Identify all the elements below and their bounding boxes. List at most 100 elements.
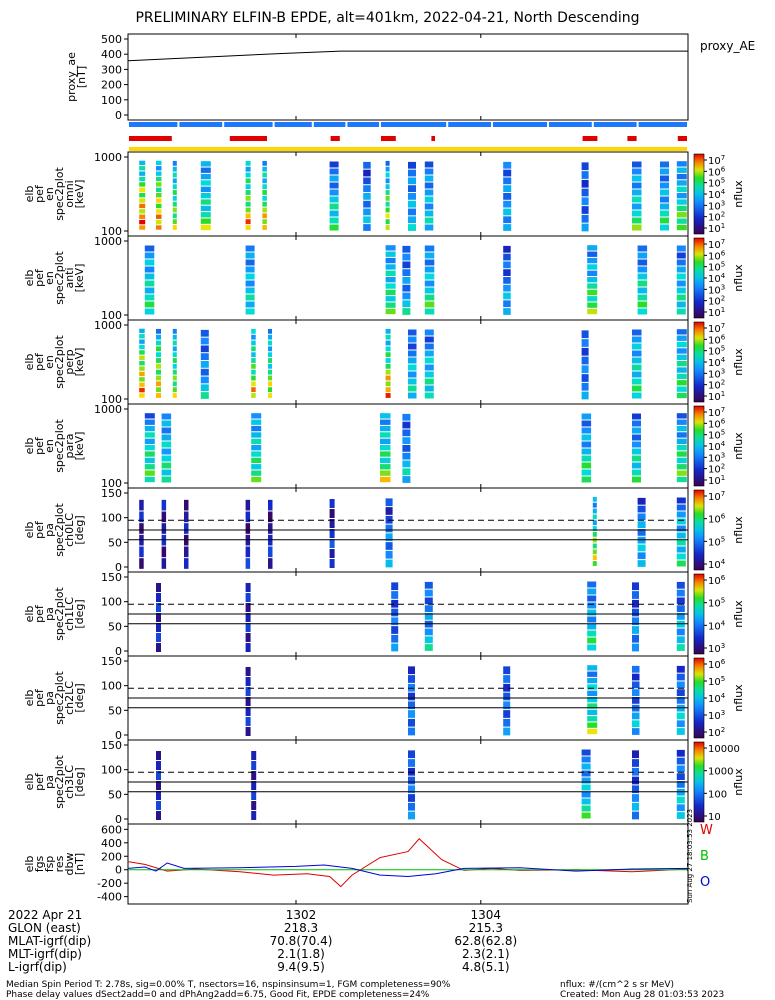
data-cell	[676, 373, 687, 380]
data-cell	[385, 375, 391, 381]
data-cell	[268, 352, 272, 358]
data-cell	[251, 761, 257, 770]
data-cell	[385, 172, 390, 178]
data-cell	[245, 259, 255, 266]
y-tick-label: 150	[101, 739, 122, 752]
data-cell	[329, 539, 335, 548]
data-cell	[632, 378, 642, 385]
data-cell	[172, 352, 177, 358]
data-cell	[632, 720, 640, 728]
data-cell	[408, 811, 415, 820]
y-tick-label: 50	[108, 788, 122, 801]
side-timestamp: Sun Aug 27 18:03:53 2023	[686, 809, 694, 903]
data-cell	[200, 186, 211, 192]
data-cell	[581, 784, 591, 791]
data-cell	[424, 392, 434, 399]
data-cell	[632, 689, 640, 696]
colorbar-label-text: nflux	[732, 516, 745, 544]
data-cell	[251, 781, 257, 790]
data-cell	[245, 523, 251, 534]
data-cell	[172, 195, 177, 201]
data-cell	[660, 196, 669, 203]
fgs-legend-label: O	[700, 875, 710, 890]
data-cell	[402, 429, 411, 437]
data-cell	[251, 352, 256, 358]
data-cell	[144, 308, 155, 315]
data-cell	[262, 172, 267, 178]
data-cell	[637, 287, 648, 294]
data-cell	[424, 589, 433, 597]
data-cell	[424, 605, 433, 612]
colorbar	[693, 153, 705, 235]
data-cell	[385, 270, 396, 276]
data-cell	[632, 599, 639, 608]
data-cell	[161, 448, 172, 455]
status-segment	[274, 122, 312, 127]
data-cell	[408, 364, 417, 371]
data-cell	[424, 308, 435, 315]
data-cell	[329, 559, 335, 568]
footer-nflux-unit: nflux: #/(cm^2 s sr MeV)	[560, 980, 674, 990]
data-cell	[251, 375, 256, 381]
data-cell	[329, 182, 339, 189]
data-cell	[156, 363, 161, 369]
data-cell	[632, 343, 642, 350]
colorbar-label-text: nflux	[732, 180, 745, 208]
data-cell	[172, 334, 177, 340]
colorbar-label: nflux	[732, 180, 745, 208]
data-cell	[676, 497, 686, 504]
data-cell	[632, 776, 639, 785]
y-tick-label: 0	[115, 729, 122, 742]
data-cell	[245, 160, 251, 166]
data-cell	[408, 200, 416, 208]
y-axis-label-line: anti	[63, 267, 76, 288]
data-cell	[503, 216, 512, 224]
data-cell	[632, 196, 642, 203]
data-cell	[592, 531, 597, 537]
data-cell	[139, 160, 146, 166]
y-tick-label: 500	[101, 33, 122, 46]
data-cell	[156, 751, 161, 760]
data-cell	[503, 245, 511, 253]
y-tick-label: 100	[101, 512, 122, 525]
data-cell	[587, 703, 598, 709]
data-cell	[632, 665, 640, 673]
data-cell	[592, 496, 597, 502]
data-cell	[380, 432, 391, 438]
data-cell	[144, 476, 155, 483]
data-cell	[637, 259, 648, 266]
data-cell	[268, 499, 273, 511]
y-axis-label-line: elb	[23, 186, 36, 203]
data-cell	[380, 445, 391, 451]
data-cell	[385, 381, 391, 387]
y-tick-label: 0	[115, 561, 122, 574]
data-cell	[424, 175, 434, 182]
data-cell	[144, 425, 155, 432]
data-cell	[424, 245, 435, 252]
data-cell	[144, 245, 155, 252]
data-cell	[139, 361, 145, 366]
data-cell	[268, 375, 272, 381]
data-cell	[251, 346, 256, 352]
data-cell	[329, 203, 339, 210]
data-cell	[632, 161, 642, 168]
data-cell	[408, 336, 417, 343]
data-cell	[172, 166, 177, 172]
data-cell	[503, 253, 511, 261]
data-cell	[587, 716, 598, 722]
colorbar-tick-label: 104	[708, 692, 726, 705]
data-cell	[632, 626, 639, 634]
colorbar-tick-label: 107	[708, 490, 725, 503]
data-cell	[632, 392, 642, 399]
data-cell	[676, 218, 687, 224]
colorbar-tick-label: 10	[708, 812, 721, 823]
data-cell	[503, 683, 511, 692]
data-cell	[144, 273, 155, 280]
data-cell	[184, 511, 189, 523]
data-cell	[245, 667, 251, 676]
y-tick-label: 200	[101, 850, 122, 863]
data-cell	[144, 280, 155, 287]
data-cell	[245, 707, 251, 716]
